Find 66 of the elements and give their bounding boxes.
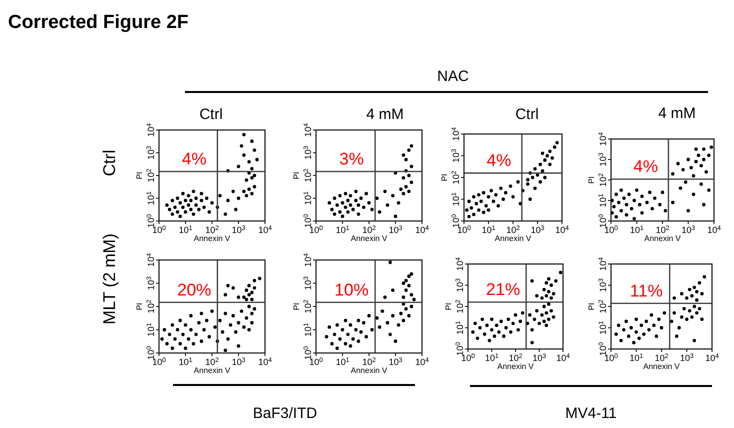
x-tick-label: 10$^{4}$: [705, 352, 720, 363]
text: BaF3/ITD: [252, 405, 318, 422]
x-tick-label: 10$^{4}$: [258, 356, 272, 367]
x-axis-title: Annexin V: [494, 234, 532, 243]
x-tick-label: 10$^{1}$: [630, 224, 644, 235]
y-axis-title: PI: [440, 174, 449, 182]
x-tick-label: 10$^{2}$: [205, 356, 220, 367]
x-tick-label: 10$^{2}$: [656, 224, 670, 235]
x-tick-label: 10$^{3}$: [232, 224, 246, 235]
x-axis-title: Annexin V: [194, 366, 231, 375]
x-tick-label: 10$^{4}$: [415, 356, 430, 367]
x-tick-label: 10$^{3}$: [388, 224, 403, 235]
annotation: 4%: [182, 149, 206, 168]
text: Ctrl: [515, 106, 539, 123]
text: MLT (2 mM): [100, 234, 119, 324]
annotation: 4%: [633, 157, 658, 176]
x-tick-label: 10$^{4}$: [556, 352, 570, 363]
text: 4 mM: [366, 106, 404, 123]
x-axis-title: Annexin V: [350, 366, 388, 375]
x-tick-label: 10$^{2}$: [508, 352, 523, 363]
y-axis-title: PI: [292, 302, 301, 310]
text: NAC: [437, 68, 469, 85]
x-tick-label: 10$^{4}$: [258, 224, 272, 235]
x-tick-label: 10$^{3}$: [681, 224, 696, 235]
annotation: 10%: [334, 280, 369, 300]
x-tick-label: 10$^{2}$: [362, 356, 376, 367]
y-axis-title: PI: [135, 302, 144, 310]
annotation: 4%: [486, 151, 512, 170]
annotation: 20%: [177, 280, 212, 300]
text: MV4-11: [565, 405, 617, 422]
text: Ctrl: [199, 106, 223, 123]
x-axis-title: Annexin V: [644, 234, 682, 243]
y-axis-title: PI: [135, 172, 144, 180]
x-axis-title: Annexin V: [194, 234, 231, 243]
y-axis-title: PI: [587, 302, 596, 310]
annotation: 21%: [486, 280, 520, 300]
x-tick-label: 10$^{4}$: [415, 224, 430, 235]
x-tick-label: 10$^{2}$: [506, 224, 520, 235]
x-axis-title: Annexin V: [643, 362, 680, 371]
text: Corrected Figure 2F: [8, 12, 189, 33]
y-axis-title: PI: [444, 302, 453, 310]
x-tick-label: 10$^{3}$: [388, 356, 403, 367]
x-tick-label: 10$^{3}$: [232, 356, 246, 367]
annotation: 11%: [630, 281, 663, 300]
x-tick-label: 10$^{3}$: [680, 352, 694, 363]
x-tick-label: 10$^{1}$: [336, 356, 350, 367]
x-tick-label: 10$^{2}$: [654, 352, 669, 363]
text: Ctrl: [100, 150, 119, 176]
x-tick-label: 10$^{1}$: [178, 356, 193, 367]
x-axis-title: Annexin V: [350, 234, 388, 243]
x-tick-label: 10$^{2}$: [205, 224, 220, 235]
x-tick-label: 10$^{1}$: [484, 352, 499, 363]
x-tick-label: 10$^{1}$: [629, 352, 644, 363]
x-tick-label: 10$^{3}$: [530, 224, 545, 235]
x-tick-label: 10$^{4}$: [707, 224, 722, 235]
x-tick-label: 10$^{1}$: [482, 224, 496, 235]
y-axis-title: PI: [292, 172, 301, 180]
x-tick-label: 10$^{2}$: [362, 224, 376, 235]
x-tick-label: 10$^{4}$: [555, 224, 570, 235]
x-tick-label: 10$^{1}$: [336, 224, 350, 235]
annotation: 3%: [339, 149, 364, 168]
x-tick-label: 10$^{1}$: [178, 224, 193, 235]
x-axis-title: Annexin V: [497, 362, 534, 371]
y-axis-title: PI: [587, 176, 596, 184]
x-tick-label: 10$^{3}$: [532, 352, 546, 363]
text: 4 mM: [658, 105, 696, 122]
